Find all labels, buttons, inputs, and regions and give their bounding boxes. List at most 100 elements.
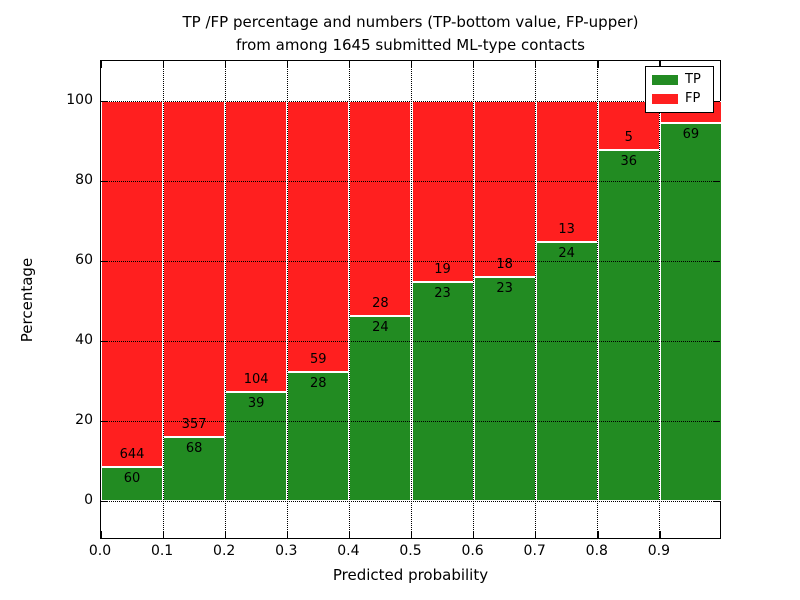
v-gridline: [473, 61, 475, 538]
h-gridline: [101, 501, 720, 502]
x-tick: [411, 531, 413, 538]
tp-swatch: [652, 74, 678, 85]
tp-count-label: 60: [123, 470, 141, 486]
h-gridline: [101, 181, 720, 182]
tp-bar-segment: [349, 316, 412, 501]
fp-count-label: 357: [181, 417, 207, 432]
y-tick: [101, 500, 108, 502]
y-tick: [713, 100, 720, 102]
tp-count-label: 24: [558, 245, 575, 261]
fp-count-label: 59: [310, 352, 327, 368]
h-gridline: [101, 261, 720, 262]
chart-title-line-2: from among 1645 submitted ML-type contac…: [236, 36, 585, 54]
fp-count-label: 644: [119, 446, 145, 462]
y-tick-label: 80: [75, 172, 93, 188]
x-tick: [473, 61, 475, 68]
fp-bar-segment: [473, 101, 536, 277]
fp-count-label: 28: [372, 296, 389, 312]
x-tick-label: 0.1: [150, 543, 174, 559]
y-tick: [713, 260, 720, 262]
x-tick: [597, 61, 599, 68]
x-tick: [473, 531, 475, 538]
fp-count-label: 104: [243, 371, 269, 387]
tp-count-label: 68: [185, 441, 203, 456]
y-tick-label: 40: [75, 332, 93, 348]
fp-bar-segment: [225, 101, 288, 392]
tp-count-label: 23: [434, 285, 451, 301]
x-tick: [224, 531, 226, 538]
y-tick-label: 60: [75, 252, 93, 268]
v-gridline: [162, 61, 164, 538]
tp-bar-segment: [473, 276, 536, 501]
legend: TP FP: [645, 66, 714, 113]
legend-label-fp: FP: [685, 91, 701, 107]
x-tick-label: 0.0: [88, 543, 112, 559]
plot-area: 644 60 357 68 104 39 59 28 28 24 19 23 18 23 13 24 5 36 69: [100, 60, 722, 539]
x-tick: [659, 531, 661, 538]
x-tick: [597, 531, 599, 538]
y-tick: [713, 500, 720, 502]
legend-label-tp: TP: [685, 71, 701, 87]
h-gridline: [101, 421, 720, 422]
x-tick: [286, 531, 289, 538]
h-gridline: [101, 101, 720, 102]
tp-count-label: 69: [682, 127, 700, 142]
v-gridline: [411, 61, 412, 538]
v-gridline: [224, 61, 226, 538]
fp-count-label: 13: [558, 221, 575, 237]
tp-count-label: 39: [247, 395, 265, 411]
x-tick: [535, 61, 537, 68]
x-tick-label: 0.3: [275, 543, 298, 559]
x-tick-label: 0.8: [585, 543, 608, 559]
x-tick: [286, 61, 289, 68]
v-gridline: [535, 61, 537, 538]
fp-swatch: [652, 94, 678, 105]
x-tick: [659, 61, 661, 68]
fp-count-label: 18: [496, 256, 513, 272]
y-tick-label: 100: [66, 92, 93, 108]
y-tick: [101, 260, 108, 262]
y-tick: [101, 340, 108, 342]
tp-bar-segment: [411, 281, 474, 501]
x-tick-label: 0.2: [213, 543, 236, 559]
y-tick: [713, 420, 720, 422]
chart-title-line-1: TP /FP percentage and numbers (TP-bottom…: [182, 13, 639, 31]
tp-bar-segment: [101, 466, 164, 501]
x-tick: [162, 61, 164, 68]
y-tick: [713, 340, 720, 342]
chart-title: TP /FP percentage and numbers (TP-bottom…: [100, 11, 721, 57]
tp-bar-segment: [659, 123, 722, 501]
x-tick-label: 0.5: [399, 543, 422, 559]
v-gridline: [659, 61, 661, 538]
fp-count-label: 19: [434, 261, 451, 277]
y-tick-label: 0: [84, 492, 93, 508]
v-gridline: [348, 61, 350, 538]
x-tick: [535, 531, 537, 538]
y-tick: [101, 420, 108, 422]
y-tick-label: 20: [75, 412, 93, 428]
x-tick: [411, 61, 413, 68]
tp-bar-segment: [597, 149, 660, 501]
fp-bar-segment: [101, 101, 164, 467]
v-gridline: [286, 61, 288, 538]
legend-item-fp: FP: [652, 92, 707, 106]
tp-bar-segment: [535, 241, 598, 501]
fp-bar-segment: [287, 101, 350, 373]
y-axis-label: Percentage: [18, 257, 36, 343]
fp-bar-segment: [411, 101, 474, 282]
fp-count-label: 5: [624, 129, 633, 145]
x-tick: [348, 61, 351, 68]
x-axis-label: Predicted probability: [332, 566, 489, 584]
tp-bar-segment: [225, 391, 288, 501]
fp-bar-segment: [535, 101, 598, 242]
x-tick-label: 0.7: [523, 543, 546, 559]
x-tick: [224, 61, 226, 68]
tp-count-label: 36: [620, 153, 638, 169]
tp-count-label: 24: [372, 320, 389, 336]
x-tick: [162, 531, 164, 538]
tp-bar-segment: [287, 372, 350, 501]
v-gridline: [597, 61, 599, 538]
fp-bar-segment: [349, 101, 412, 317]
fp-bar-segment: [163, 101, 226, 437]
